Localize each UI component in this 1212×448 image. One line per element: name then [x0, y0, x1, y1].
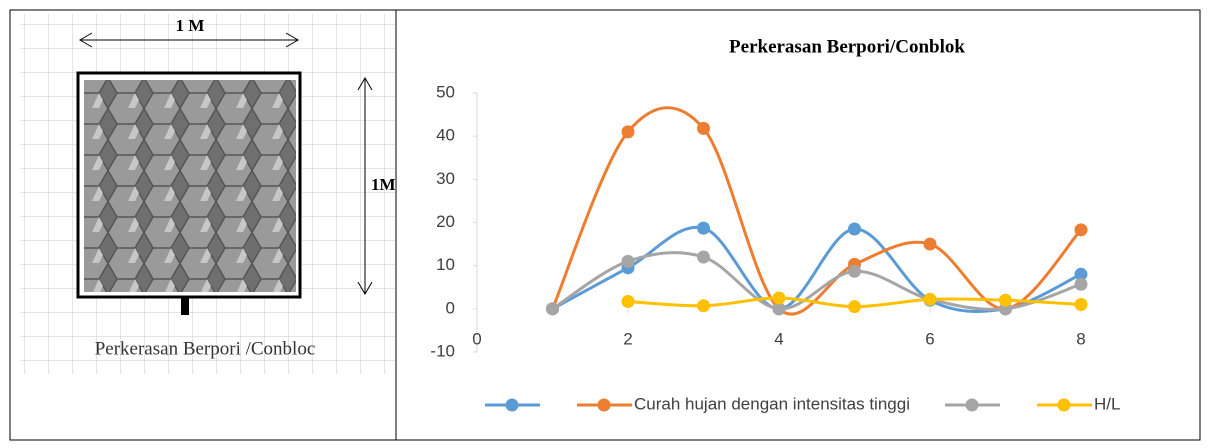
chart-title: Perkerasan Berpori/Conblok: [729, 36, 965, 57]
width-label: 1 M: [176, 16, 205, 35]
legend-label: Curah hujan dengan intensitas tinggi: [634, 394, 910, 413]
data-point: [697, 251, 710, 264]
y-tick-label: 0: [446, 298, 455, 317]
y-tick-label: -10: [430, 341, 455, 360]
data-point: [848, 265, 861, 278]
data-point: [924, 238, 937, 251]
x-tick-label: 8: [1076, 329, 1085, 348]
data-point: [848, 222, 861, 235]
data-point: [697, 299, 710, 312]
y-tick-label: 30: [436, 169, 455, 188]
data-point: [622, 255, 635, 268]
screen: 1 M 1M Perkerasan Berpori /Conbloc Perke…: [0, 0, 1212, 448]
height-label: 1M: [371, 175, 396, 194]
data-point: [924, 293, 937, 306]
x-tick-label: 4: [774, 329, 783, 348]
legend-marker: [506, 399, 519, 412]
data-point: [848, 300, 861, 313]
data-point: [1075, 298, 1088, 311]
legend-marker: [965, 399, 978, 412]
data-point: [622, 295, 635, 308]
y-tick-label: 50: [436, 82, 455, 101]
diagram: 1 M 1M Perkerasan Berpori /Conbloc: [20, 14, 400, 374]
caption: Perkerasan Berpori /Conbloc: [95, 338, 316, 359]
data-point: [1075, 223, 1088, 236]
page: 1 M 1M Perkerasan Berpori /Conbloc Perke…: [0, 0, 1212, 448]
legend-marker: [598, 399, 611, 412]
tab: [181, 298, 189, 315]
y-tick-label: 20: [436, 212, 455, 231]
x-tick-label: 6: [925, 329, 934, 348]
data-point: [546, 302, 559, 315]
paving-photo: [84, 80, 296, 292]
data-point: [622, 125, 635, 138]
y-tick-label: 10: [436, 255, 455, 274]
data-point: [773, 292, 786, 305]
data-point: [697, 122, 710, 135]
legend-label: H/L: [1094, 394, 1120, 413]
x-tick-label: 2: [623, 329, 632, 348]
y-tick-label: 40: [436, 126, 455, 145]
data-point: [1075, 278, 1088, 291]
legend-marker: [1057, 399, 1070, 412]
x-tick-label: 0: [472, 329, 481, 348]
data-point: [697, 222, 710, 235]
data-point: [999, 294, 1012, 307]
